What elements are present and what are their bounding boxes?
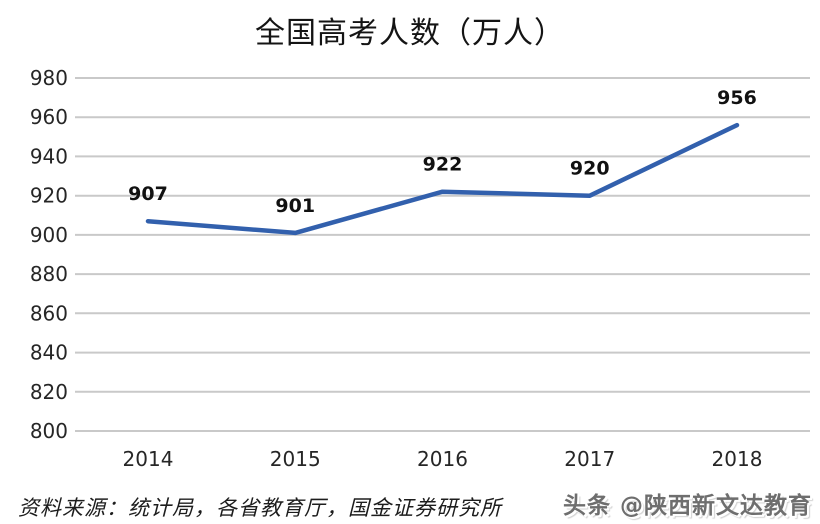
chart-title: 全国高考人数（万人） (255, 16, 565, 51)
y-tick-label: 800 (30, 419, 68, 443)
data-point-label: 920 (570, 158, 610, 180)
y-tick-label: 840 (30, 341, 68, 365)
x-tick-label: 2017 (564, 447, 615, 471)
source-note: 资料来源：统计局，各省教育厅，国金证券研究所 (18, 496, 502, 520)
y-tick-label: 920 (30, 184, 68, 208)
watermark: 头条 @陕西新文达教育 (562, 493, 812, 519)
data-line (145, 122, 740, 236)
y-tick-label: 860 (30, 301, 68, 325)
x-tick-label: 2015 (270, 447, 321, 471)
y-tick-label: 880 (30, 262, 68, 286)
x-tick-label: 2016 (417, 447, 468, 471)
y-tick-label: 820 (30, 380, 68, 404)
data-point-label: 901 (275, 195, 315, 217)
y-tick-label: 980 (30, 66, 68, 90)
x-tick-label: 2014 (123, 447, 174, 471)
y-tick-label: 940 (30, 144, 68, 168)
data-point-label: 922 (423, 154, 463, 176)
x-tick-label: 2018 (712, 447, 763, 471)
data-point-label: 956 (717, 87, 757, 109)
data-point-label: 907 (128, 183, 168, 205)
y-tick-label: 960 (30, 105, 68, 129)
y-tick-label: 900 (30, 223, 68, 247)
